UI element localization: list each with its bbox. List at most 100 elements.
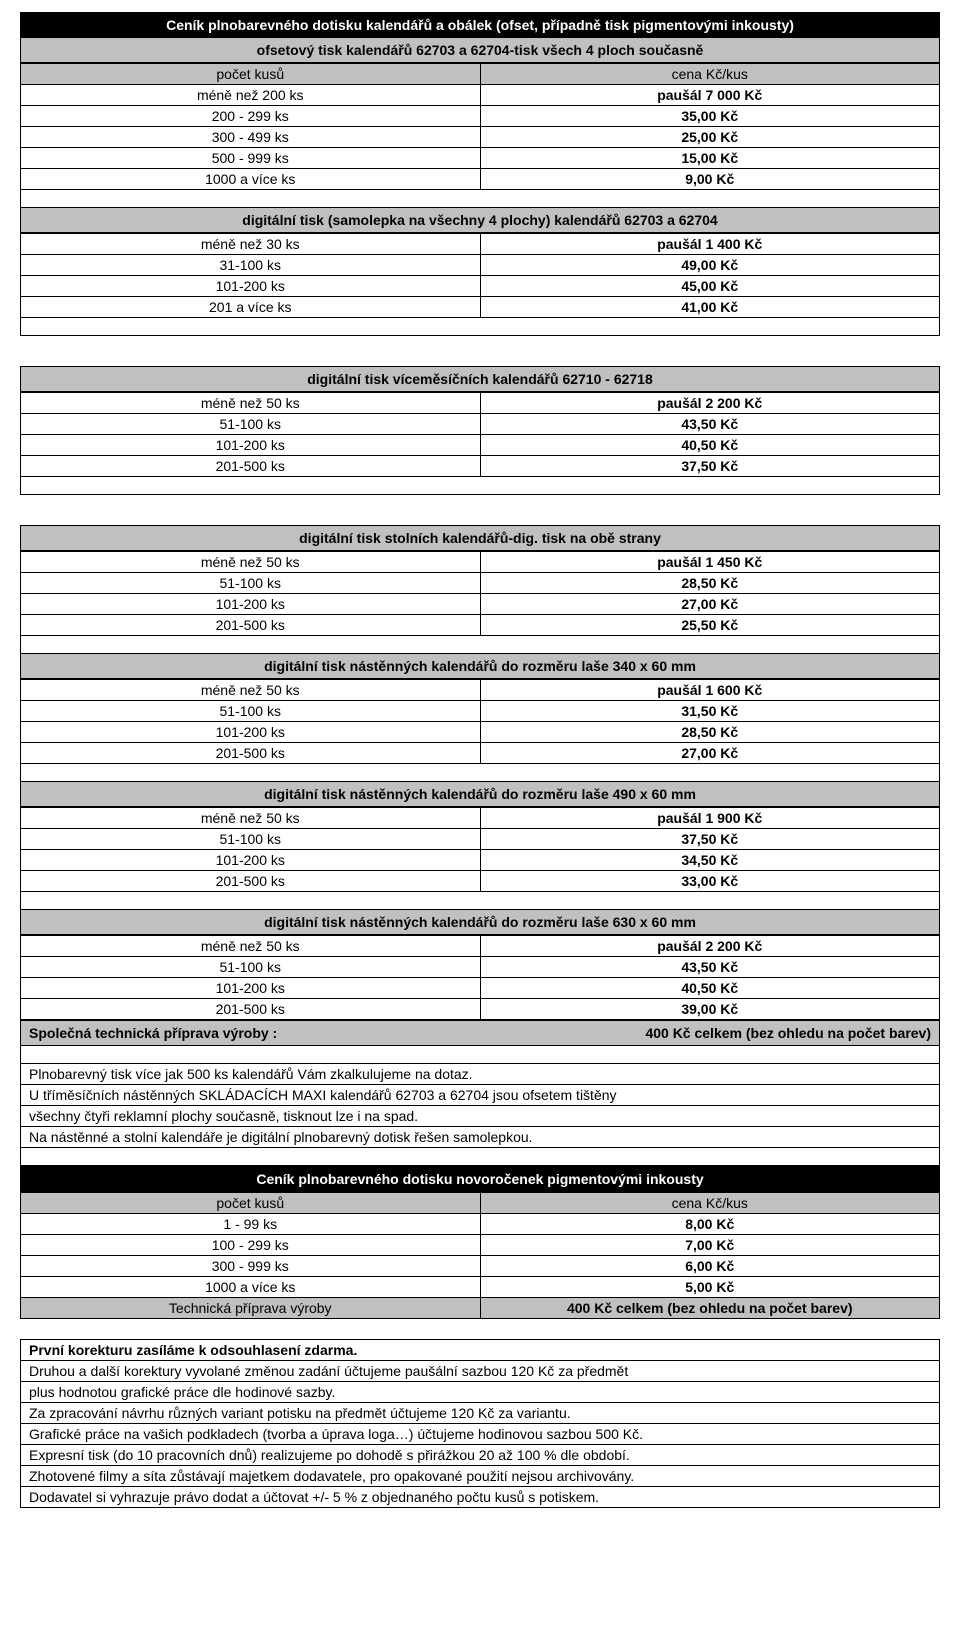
price-cell: 15,00 Kč (480, 148, 940, 169)
note-line: Na nástěnné a stolní kalendáře je digitá… (21, 1126, 939, 1147)
price-cell: 33,00 Kč (480, 871, 940, 892)
price-cell: 28,50 Kč (480, 573, 940, 594)
qty-cell: Technická příprava výroby (21, 1298, 481, 1319)
qty-cell: méně než 50 ks (21, 393, 481, 414)
qty-cell: 51-100 ks (21, 957, 481, 978)
main-title-2: Ceník plnobarevného dotisku novoročenek … (20, 1166, 940, 1192)
section-2-title: digitální tisk (samolepka na všechny 4 p… (20, 208, 940, 233)
qty-cell: 101-200 ks (21, 594, 481, 615)
price-cell: paušál 1 400 Kč (480, 234, 940, 255)
qty-cell: méně než 50 ks (21, 552, 481, 573)
price-cell: paušál 2 200 Kč (480, 936, 940, 957)
price-cell: paušál 1 900 Kč (480, 808, 940, 829)
price-cell: 43,50 Kč (480, 414, 940, 435)
qty-cell: 200 - 299 ks (21, 106, 481, 127)
price-cell: 43,50 Kč (480, 957, 940, 978)
price-cell: 35,00 Kč (480, 106, 940, 127)
price-cell: 5,00 Kč (480, 1277, 940, 1298)
price-cell: 37,50 Kč (480, 829, 940, 850)
qty-cell: 1000 a více ks (21, 169, 481, 190)
price-cell: 28,50 Kč (480, 722, 940, 743)
qty-cell: 51-100 ks (21, 573, 481, 594)
note-line: U tříměsíčních nástěnných SKLÁDACÍCH MAX… (21, 1084, 939, 1105)
tech-prep-value: 400 Kč celkem (bez ohledu na počet barev… (645, 1025, 931, 1041)
footnote-line: Dodavatel si vyhrazuje právo dodat a účt… (21, 1486, 939, 1507)
footnote-line: Zhotovené filmy a síta zůstávají majetke… (21, 1465, 939, 1486)
spacer (20, 1148, 940, 1166)
qty-cell: 201-500 ks (21, 456, 481, 477)
price-cell: 400 Kč celkem (bez ohledu na počet barev… (480, 1298, 940, 1319)
price-cell: 49,00 Kč (480, 255, 940, 276)
section-6-title: digitální tisk nástěnných kalendářů do r… (20, 782, 940, 807)
price-cell: 40,50 Kč (480, 978, 940, 999)
qty-cell: 31-100 ks (21, 255, 481, 276)
spacer (20, 190, 940, 208)
spacer (20, 892, 940, 910)
price-cell: 7,00 Kč (480, 1235, 940, 1256)
qty-cell: 101-200 ks (21, 435, 481, 456)
spacer (20, 318, 940, 336)
qty-cell: 101-200 ks (21, 850, 481, 871)
price-cell: 25,00 Kč (480, 127, 940, 148)
qty-cell: 51-100 ks (21, 701, 481, 722)
footnote-line: plus hodnotou grafické práce dle hodinov… (21, 1381, 939, 1402)
section-4-table: méně než 50 kspaušál 1 450 Kč51-100 ks28… (20, 551, 940, 636)
footnote-line: Expresní tisk (do 10 pracovních dnů) rea… (21, 1444, 939, 1465)
price-cell: 8,00 Kč (480, 1214, 940, 1235)
section-5-title: digitální tisk nástěnných kalendářů do r… (20, 654, 940, 679)
qty-cell: 101-200 ks (21, 276, 481, 297)
price-cell: 41,00 Kč (480, 297, 940, 318)
section-3-title: digitální tisk víceměsíčních kalendářů 6… (20, 366, 940, 392)
qty-cell: méně než 30 ks (21, 234, 481, 255)
tech-prep-label: Společná technická příprava výroby : (29, 1025, 277, 1041)
section-8-table: počet kusůcena Kč/kus1 - 99 ks8,00 Kč100… (20, 1192, 940, 1319)
footnote-line: První korekturu zasíláme k odsouhlasení … (21, 1340, 939, 1360)
col-header-price: cena Kč/kus (480, 64, 940, 85)
price-cell: 27,00 Kč (480, 743, 940, 764)
qty-cell: 500 - 999 ks (21, 148, 481, 169)
footnote-line: Grafické práce na vašich podkladech (tvo… (21, 1423, 939, 1444)
qty-cell: počet kusů (21, 1193, 481, 1214)
section-4-title: digitální tisk stolních kalendářů-dig. t… (20, 525, 940, 551)
price-cell: 27,00 Kč (480, 594, 940, 615)
section-5-table: méně než 50 kspaušál 1 600 Kč51-100 ks31… (20, 679, 940, 764)
tech-prep-row: Společná technická příprava výroby : 400… (20, 1020, 940, 1046)
footnote-line: Druhou a další korektury vyvolané změnou… (21, 1360, 939, 1381)
price-cell: 39,00 Kč (480, 999, 940, 1020)
qty-cell: 201 a více ks (21, 297, 481, 318)
price-cell: paušál 1 450 Kč (480, 552, 940, 573)
spacer (20, 636, 940, 654)
price-cell: paušál 1 600 Kč (480, 680, 940, 701)
qty-cell: 201-500 ks (21, 871, 481, 892)
footnote-line: Za zpracování návrhu různých variant pot… (21, 1402, 939, 1423)
qty-cell: 51-100 ks (21, 829, 481, 850)
qty-cell: méně než 50 ks (21, 808, 481, 829)
footnotes-block: První korekturu zasíláme k odsouhlasení … (20, 1339, 940, 1508)
qty-cell: 101-200 ks (21, 978, 481, 999)
qty-cell: méně než 50 ks (21, 936, 481, 957)
qty-cell: méně než 50 ks (21, 680, 481, 701)
price-cell: paušál 7 000 Kč (480, 85, 940, 106)
qty-cell: 300 - 999 ks (21, 1256, 481, 1277)
qty-cell: 100 - 299 ks (21, 1235, 481, 1256)
section-2-table: méně než 30 kspaušál 1 400 Kč31-100 ks49… (20, 233, 940, 318)
price-cell: 40,50 Kč (480, 435, 940, 456)
price-cell: paušál 2 200 Kč (480, 393, 940, 414)
qty-cell: méně než 200 ks (21, 85, 481, 106)
qty-cell: 101-200 ks (21, 722, 481, 743)
price-cell: 6,00 Kč (480, 1256, 940, 1277)
main-title: Ceník plnobarevného dotisku kalendářů a … (20, 12, 940, 38)
note-line: Plnobarevný tisk více jak 500 ks kalendá… (21, 1064, 939, 1084)
price-cell: 31,50 Kč (480, 701, 940, 722)
price-cell: 45,00 Kč (480, 276, 940, 297)
note-line: všechny čtyři reklamní plochy současně, … (21, 1105, 939, 1126)
col-header-qty: počet kusů (21, 64, 481, 85)
spacer (20, 477, 940, 495)
notes-block: Plnobarevný tisk více jak 500 ks kalendá… (20, 1064, 940, 1148)
section-1-title: ofsetový tisk kalendářů 62703 a 62704-ti… (20, 38, 940, 63)
price-cell: 37,50 Kč (480, 456, 940, 477)
section-1-table: počet kusů cena Kč/kus méně než 200 kspa… (20, 63, 940, 190)
section-7-table: méně než 50 kspaušál 2 200 Kč51-100 ks43… (20, 935, 940, 1020)
qty-cell: 300 - 499 ks (21, 127, 481, 148)
price-cell: 34,50 Kč (480, 850, 940, 871)
